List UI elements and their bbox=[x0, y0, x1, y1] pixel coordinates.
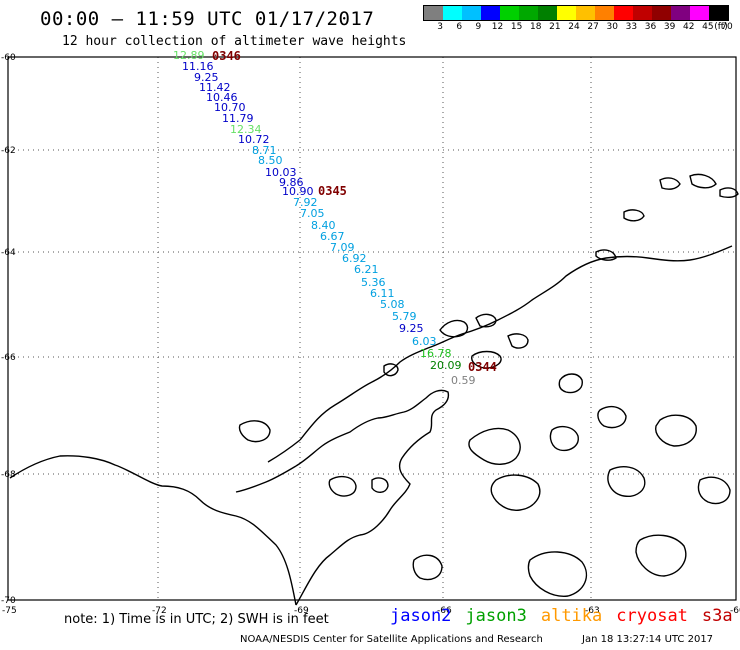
satellite-legend-entry: s3a bbox=[701, 606, 733, 626]
lat-tick-label: -66 bbox=[1, 353, 16, 363]
swh-label: 9.86 bbox=[279, 176, 304, 189]
swh-label: 6.03 bbox=[412, 335, 437, 348]
map-subtitle: 12 hour collection of altimeter wave hei… bbox=[62, 34, 407, 49]
colorbar-swatch bbox=[614, 6, 633, 20]
swh-label: 10.46 bbox=[206, 91, 238, 104]
swh-label: 6.21 bbox=[354, 263, 379, 276]
swh-label: 11.42 bbox=[199, 81, 231, 94]
satellite-legend: jason2 jason3 altika cryosat s3a bbox=[390, 606, 740, 626]
swh-label: 10.03 bbox=[265, 166, 297, 179]
satellite-legend-entry: jason2 bbox=[390, 606, 452, 626]
swh-label: 8.50 bbox=[258, 154, 283, 167]
colorbar-swatch bbox=[481, 6, 500, 20]
colorbar-swatch bbox=[690, 6, 709, 20]
swh-label: 7.05 bbox=[300, 207, 325, 220]
colorbar-label: 36 bbox=[644, 22, 657, 32]
generation-timestamp: Jan 18 13:27:14 UTC 2017 bbox=[582, 634, 714, 645]
swh-label: 16.78 bbox=[420, 347, 452, 360]
swh-label: 8.40 bbox=[311, 219, 336, 232]
colorbar-swatch bbox=[633, 6, 652, 20]
swh-label: 0.59 bbox=[451, 374, 476, 387]
swh-label: 9.25 bbox=[399, 322, 424, 335]
colorbar-label: 6 bbox=[456, 22, 463, 32]
units-note: note: 1) Time is in UTC; 2) SWH is in fe… bbox=[64, 612, 329, 627]
colorbar-swatch bbox=[443, 6, 462, 20]
colorbar-label: 30 bbox=[606, 22, 618, 32]
pass-time-label: 0344 bbox=[468, 360, 497, 374]
swh-label: 10.72 bbox=[238, 133, 270, 146]
swh-label: 8.71 bbox=[252, 144, 277, 157]
graticule: -60-62-64-66-68-70-75-72-69-66-63-60 bbox=[1, 53, 740, 616]
colorbar-swatch bbox=[595, 6, 614, 20]
colorbar-label: 9 bbox=[475, 22, 482, 32]
swh-label: 9.25 bbox=[194, 71, 219, 84]
colorbar-swatches bbox=[423, 5, 729, 21]
colorbar-swatch bbox=[462, 6, 481, 20]
swh-label: 6.67 bbox=[320, 230, 345, 243]
colorbar-swatch bbox=[709, 6, 728, 20]
colorbar-label: 33 bbox=[625, 22, 638, 32]
swh-label: 12.89 bbox=[173, 49, 205, 62]
swh-label: 6.11 bbox=[370, 287, 395, 300]
swh-label: 5.08 bbox=[380, 298, 405, 311]
lat-tick-label: -68 bbox=[1, 470, 16, 480]
colorbar-label: 70 bbox=[721, 22, 733, 32]
colorbar-label: 27 bbox=[587, 22, 599, 32]
colorbar-label: 12 bbox=[491, 22, 504, 32]
swh-label: 6.92 bbox=[342, 252, 367, 265]
colorbar-swatch bbox=[576, 6, 595, 20]
satellite-legend-entry: cryosat bbox=[616, 606, 688, 626]
swh-label: 12.34 bbox=[230, 123, 262, 136]
colorbar-label: (ft) bbox=[714, 22, 728, 32]
colorbar-label: 21 bbox=[549, 22, 561, 32]
swh-label: 7.92 bbox=[293, 196, 318, 209]
colorbar-label: 18 bbox=[530, 22, 542, 32]
colorbar-label: 24 bbox=[568, 22, 580, 32]
lat-tick-label: -62 bbox=[1, 146, 16, 156]
colorbar-swatch bbox=[519, 6, 538, 20]
swh-label: 10.70 bbox=[214, 101, 246, 114]
swh-label: 20.09 bbox=[430, 359, 462, 372]
colorbar-swatch bbox=[671, 6, 690, 20]
colorbar-swatch bbox=[424, 6, 443, 20]
coastline bbox=[9, 173, 739, 606]
colorbar-label: 42 bbox=[683, 22, 695, 32]
colorbar-labels: 3 6 9 12 15 18 21 24 27 30 33 36 39 42 45 70 (ft) bbox=[423, 22, 733, 36]
lat-tick-label: -70 bbox=[1, 596, 16, 606]
colorbar-swatch bbox=[538, 6, 557, 20]
swh-label: 5.79 bbox=[392, 310, 417, 323]
lat-tick-label: -64 bbox=[1, 248, 16, 258]
swh-label: 7.09 bbox=[330, 241, 355, 254]
colorbar-label: 45 bbox=[702, 22, 714, 32]
swh-label: 11.16 bbox=[182, 60, 214, 73]
map-title: 00:00 – 11:59 UTC 01/17/2017 bbox=[40, 8, 375, 30]
altimeter-track: 12.8911.169.2511.4210.4610.7011.7912.341… bbox=[173, 49, 497, 387]
swh-label: 10.90 bbox=[282, 185, 314, 198]
satellite-legend-entry: altika bbox=[540, 606, 603, 626]
satellite-legend-entry: jason3 bbox=[465, 606, 527, 626]
colorbar-swatch bbox=[500, 6, 519, 20]
colorbar-swatch bbox=[652, 6, 671, 20]
credit-line: NOAA/NESDIS Center for Satellite Applica… bbox=[240, 634, 543, 645]
lon-tick-label: -75 bbox=[2, 606, 17, 616]
colorbar: 3 6 9 12 15 18 21 24 27 30 33 36 39 42 45 70 (ft) bbox=[423, 5, 733, 39]
swh-label: 11.79 bbox=[222, 112, 254, 125]
colorbar-label: 15 bbox=[510, 22, 523, 32]
lat-tick-label: -60 bbox=[1, 53, 16, 63]
pass-time-label: 0346 bbox=[212, 49, 241, 63]
swh-label: 5.36 bbox=[361, 276, 386, 289]
colorbar-label: 3 bbox=[437, 22, 443, 32]
pass-time-label: 0345 bbox=[318, 184, 347, 198]
colorbar-swatch bbox=[557, 6, 576, 20]
colorbar-label: 39 bbox=[663, 22, 676, 32]
